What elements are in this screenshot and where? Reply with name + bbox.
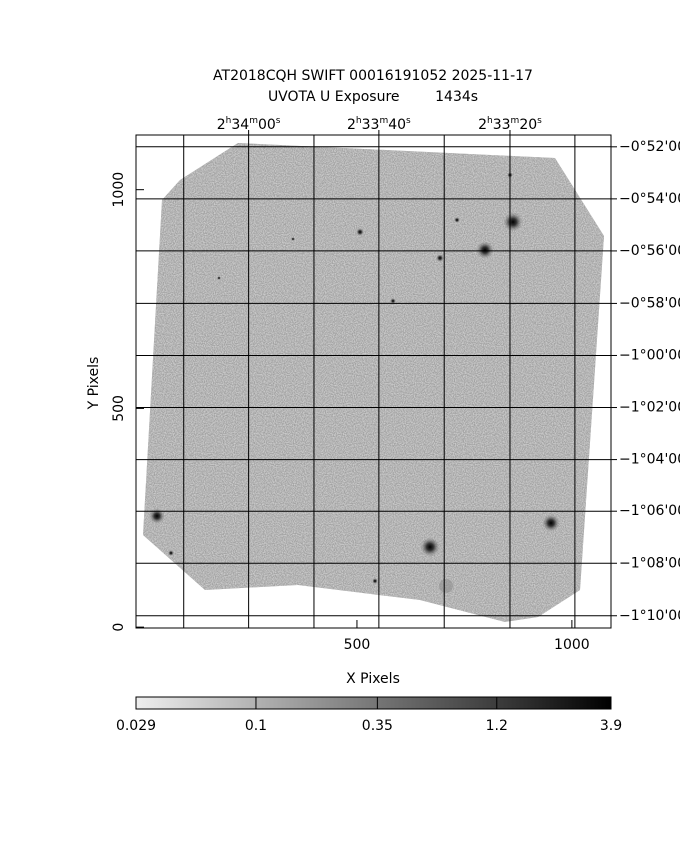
ra-tick-label: 2h33m40s xyxy=(347,116,411,134)
colorbar-tick-label: 1.2 xyxy=(486,718,508,734)
dec-tick-label: −1°10'00" xyxy=(619,608,680,624)
dec-tick-label: −0°58'00" xyxy=(619,295,680,311)
x-tick-label: 500 xyxy=(344,637,371,653)
star xyxy=(436,254,444,262)
ra-tick-label: 2h34m00s xyxy=(217,116,281,134)
chart-title: AT2018CQH SWIFT 00016191052 2025-11-17 xyxy=(213,68,533,84)
star xyxy=(149,508,165,524)
colorbar-tick-label: 3.9 xyxy=(600,718,622,734)
dec-tick-label: −0°52'00" xyxy=(619,139,680,155)
ra-tick-label: 2h33m20s xyxy=(478,116,542,134)
star xyxy=(420,537,440,557)
star xyxy=(372,578,378,584)
star xyxy=(542,514,560,532)
dec-tick-label: −1°06'00" xyxy=(619,503,680,519)
colorbar xyxy=(135,696,612,710)
star xyxy=(454,217,460,223)
star xyxy=(356,228,364,236)
star xyxy=(476,241,494,259)
dec-tick-label: −1°04'00" xyxy=(619,452,680,468)
x-axis-label: X Pixels xyxy=(346,671,400,687)
dec-tick-label: −0°54'00" xyxy=(619,191,680,207)
star xyxy=(439,579,453,593)
colorbar-tick-label: 0.35 xyxy=(362,718,393,734)
star xyxy=(217,276,221,280)
image xyxy=(143,143,604,622)
dec-tick-label: −1°00'00" xyxy=(619,347,680,363)
dec-tick-label: −1°08'00" xyxy=(619,555,680,571)
star xyxy=(503,212,523,232)
star xyxy=(291,237,295,241)
noise xyxy=(143,143,604,622)
chart-subtitle: UVOTA U Exposure 1434s xyxy=(268,89,478,105)
y-tick-label: 500 xyxy=(111,395,127,422)
colorbar-tick-label: 0.029 xyxy=(116,718,156,734)
dec-tick-label: −0°56'00" xyxy=(619,243,680,259)
plot-frame xyxy=(135,134,612,629)
y-tick-label: 1000 xyxy=(111,172,127,208)
star xyxy=(168,550,174,556)
x-tick-label: 1000 xyxy=(554,637,590,653)
colorbar-tick-label: 0.1 xyxy=(245,718,267,734)
star xyxy=(390,298,396,304)
y-axis-label: Y Pixels xyxy=(86,357,102,411)
dec-tick-label: −1°02'00" xyxy=(619,400,680,416)
y-tick-label: 0 xyxy=(111,623,127,632)
